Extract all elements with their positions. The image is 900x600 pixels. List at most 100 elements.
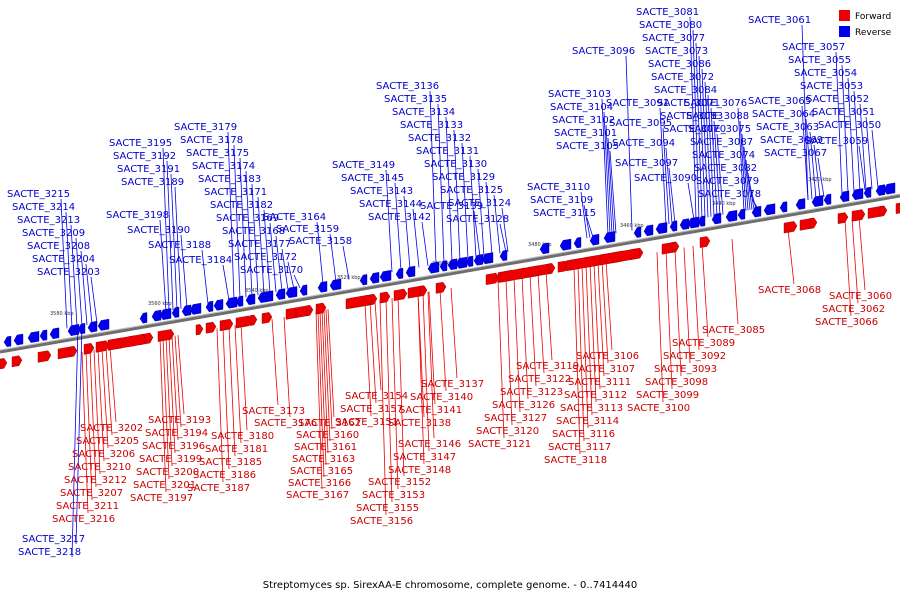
forward-gene-arrow <box>37 350 52 363</box>
gene-label-sacte-3094: SACTE_3094 <box>612 138 675 149</box>
leader-line <box>609 150 617 234</box>
leader-line <box>105 347 113 436</box>
reverse-gene-arrow <box>839 190 850 203</box>
leader-line <box>698 55 706 218</box>
leader-line <box>581 265 589 429</box>
leader-line <box>245 170 253 297</box>
reverse-gene-arrow <box>369 272 380 284</box>
gene-label-sacte-3086: SACTE_3086 <box>648 59 711 70</box>
leader-line <box>605 260 613 351</box>
gene-label-sacte-3143: SACTE_3143 <box>350 186 413 197</box>
gene-arrows <box>0 182 900 370</box>
leader-line <box>586 217 594 238</box>
gene-label-sacte-3070: SACTE_3070 <box>663 124 726 135</box>
gene-label-sacte-3142: SACTE_3142 <box>368 212 431 223</box>
gene-label-sacte-3090: SACTE_3090 <box>634 173 697 184</box>
gene-label-sacte-3158: SACTE_3158 <box>289 236 352 247</box>
leader-line <box>174 335 182 428</box>
leader-line <box>109 346 117 423</box>
gene-label-sacte-3080: SACTE_3080 <box>639 20 702 31</box>
leader-line <box>81 351 89 514</box>
gene-label-sacte-3194: SACTE_3194 <box>145 428 208 439</box>
leader-line <box>342 245 350 280</box>
gene-label-sacte-3185: SACTE_3185 <box>199 457 262 468</box>
leader-line <box>327 309 335 418</box>
leader-line <box>65 211 73 328</box>
gene-label-sacte-3165: SACTE_3165 <box>290 466 353 477</box>
leader-line <box>743 146 751 211</box>
reverse-gene-arrow <box>213 299 224 311</box>
gene-label-sacte-3204: SACTE_3204 <box>32 254 95 265</box>
gene-label-sacte-3146: SACTE_3146 <box>398 439 461 450</box>
leader-line <box>513 276 521 413</box>
legend-forward-swatch <box>839 10 850 21</box>
leader-line <box>692 29 700 219</box>
figure-caption: Streptomyces sp. SirexAA-E chromosome, c… <box>263 580 638 591</box>
reverse-gene-arrow <box>439 260 448 272</box>
forward-gene-arrow <box>783 221 798 234</box>
reverse-gene-arrow <box>751 205 762 218</box>
leader-line <box>605 124 613 234</box>
reverse-gene-arrow <box>67 324 80 336</box>
gene-label-sacte-3164: SACTE_3164 <box>263 212 326 223</box>
reverse-gene-arrow <box>465 255 474 267</box>
gene-label-sacte-3133: SACTE_3133 <box>400 120 463 131</box>
gene-label-sacte-3207: SACTE_3207 <box>60 488 123 499</box>
gene-label-sacte-3198: SACTE_3198 <box>106 210 169 221</box>
axis-tick-label: 3540 kbp <box>245 288 269 294</box>
gene-label-sacte-3140: SACTE_3140 <box>410 392 473 403</box>
gene-label-sacte-3093: SACTE_3093 <box>654 364 717 375</box>
leader-line <box>201 249 209 304</box>
forward-gene-arrow <box>895 202 900 214</box>
gene-label-sacte-3179: SACTE_3179 <box>174 122 237 133</box>
leader-line <box>421 221 429 266</box>
leader-line <box>317 310 325 478</box>
reverse-gene-arrow <box>285 286 298 299</box>
gene-label-sacte-3205: SACTE_3205 <box>76 436 139 447</box>
gene-label-sacte-3172: SACTE_3172 <box>234 252 297 263</box>
leader-line <box>577 265 585 442</box>
gene-label-sacte-3063: SACTE_3063 <box>756 122 819 133</box>
leader-line <box>859 103 867 190</box>
leader-line <box>573 266 581 455</box>
gene-label-sacte-3177: SACTE_3177 <box>228 239 291 250</box>
gene-label-sacte-3193: SACTE_3193 <box>148 415 211 426</box>
leader-line <box>162 337 170 480</box>
gene-label-sacte-3077: SACTE_3077 <box>642 33 705 44</box>
forward-gene-arrow <box>219 318 234 332</box>
forward-gene-arrow <box>485 272 500 285</box>
leader-line <box>171 336 179 441</box>
reverse-gene-arrow <box>189 302 202 315</box>
leader-line <box>585 264 593 416</box>
gene-label-sacte-3126: SACTE_3126 <box>492 400 555 411</box>
gene-label-sacte-3130: SACTE_3130 <box>424 159 487 170</box>
reverse-gene-arrow <box>329 278 342 291</box>
reverse-gene-arrow <box>151 309 162 322</box>
reverse-gene-arrow <box>97 318 110 331</box>
leader-line <box>851 218 859 304</box>
gene-label-sacte-3116: SACTE_3116 <box>552 429 615 440</box>
gene-label-sacte-3065: SACTE_3065 <box>748 96 811 107</box>
gene-label-sacte-3171: SACTE_3171 <box>204 187 267 198</box>
leader-line <box>269 222 277 293</box>
gene-label-sacte-3088: SACTE_3088 <box>686 111 749 122</box>
leader-line <box>801 105 809 200</box>
gene-label-sacte-3060: SACTE_3060 <box>829 291 892 302</box>
forward-gene-arrow <box>393 288 408 301</box>
gene-label-sacte-3169: SACTE_3169 <box>216 213 279 224</box>
gene-label-sacte-3209: SACTE_3209 <box>22 228 85 239</box>
gene-label-sacte-3103: SACTE_3103 <box>548 89 611 100</box>
leader-line <box>85 351 93 501</box>
leader-line <box>70 224 78 327</box>
gene-label-sacte-3199: SACTE_3199 <box>139 454 202 465</box>
gene-label-sacte-3170: SACTE_3170 <box>240 265 303 276</box>
gene-label-sacte-3079: SACTE_3079 <box>696 176 759 187</box>
leader-line <box>257 196 265 295</box>
leader-line <box>741 133 749 211</box>
gene-label-sacte-3113: SACTE_3113 <box>560 403 623 414</box>
leader-line <box>60 198 68 329</box>
gene-label-sacte-3148: SACTE_3148 <box>388 465 451 476</box>
reverse-gene-arrow <box>473 254 484 266</box>
gene-label-sacte-3084: SACTE_3084 <box>654 85 717 96</box>
gene-label-sacte-3144: SACTE_3144 <box>359 199 422 210</box>
